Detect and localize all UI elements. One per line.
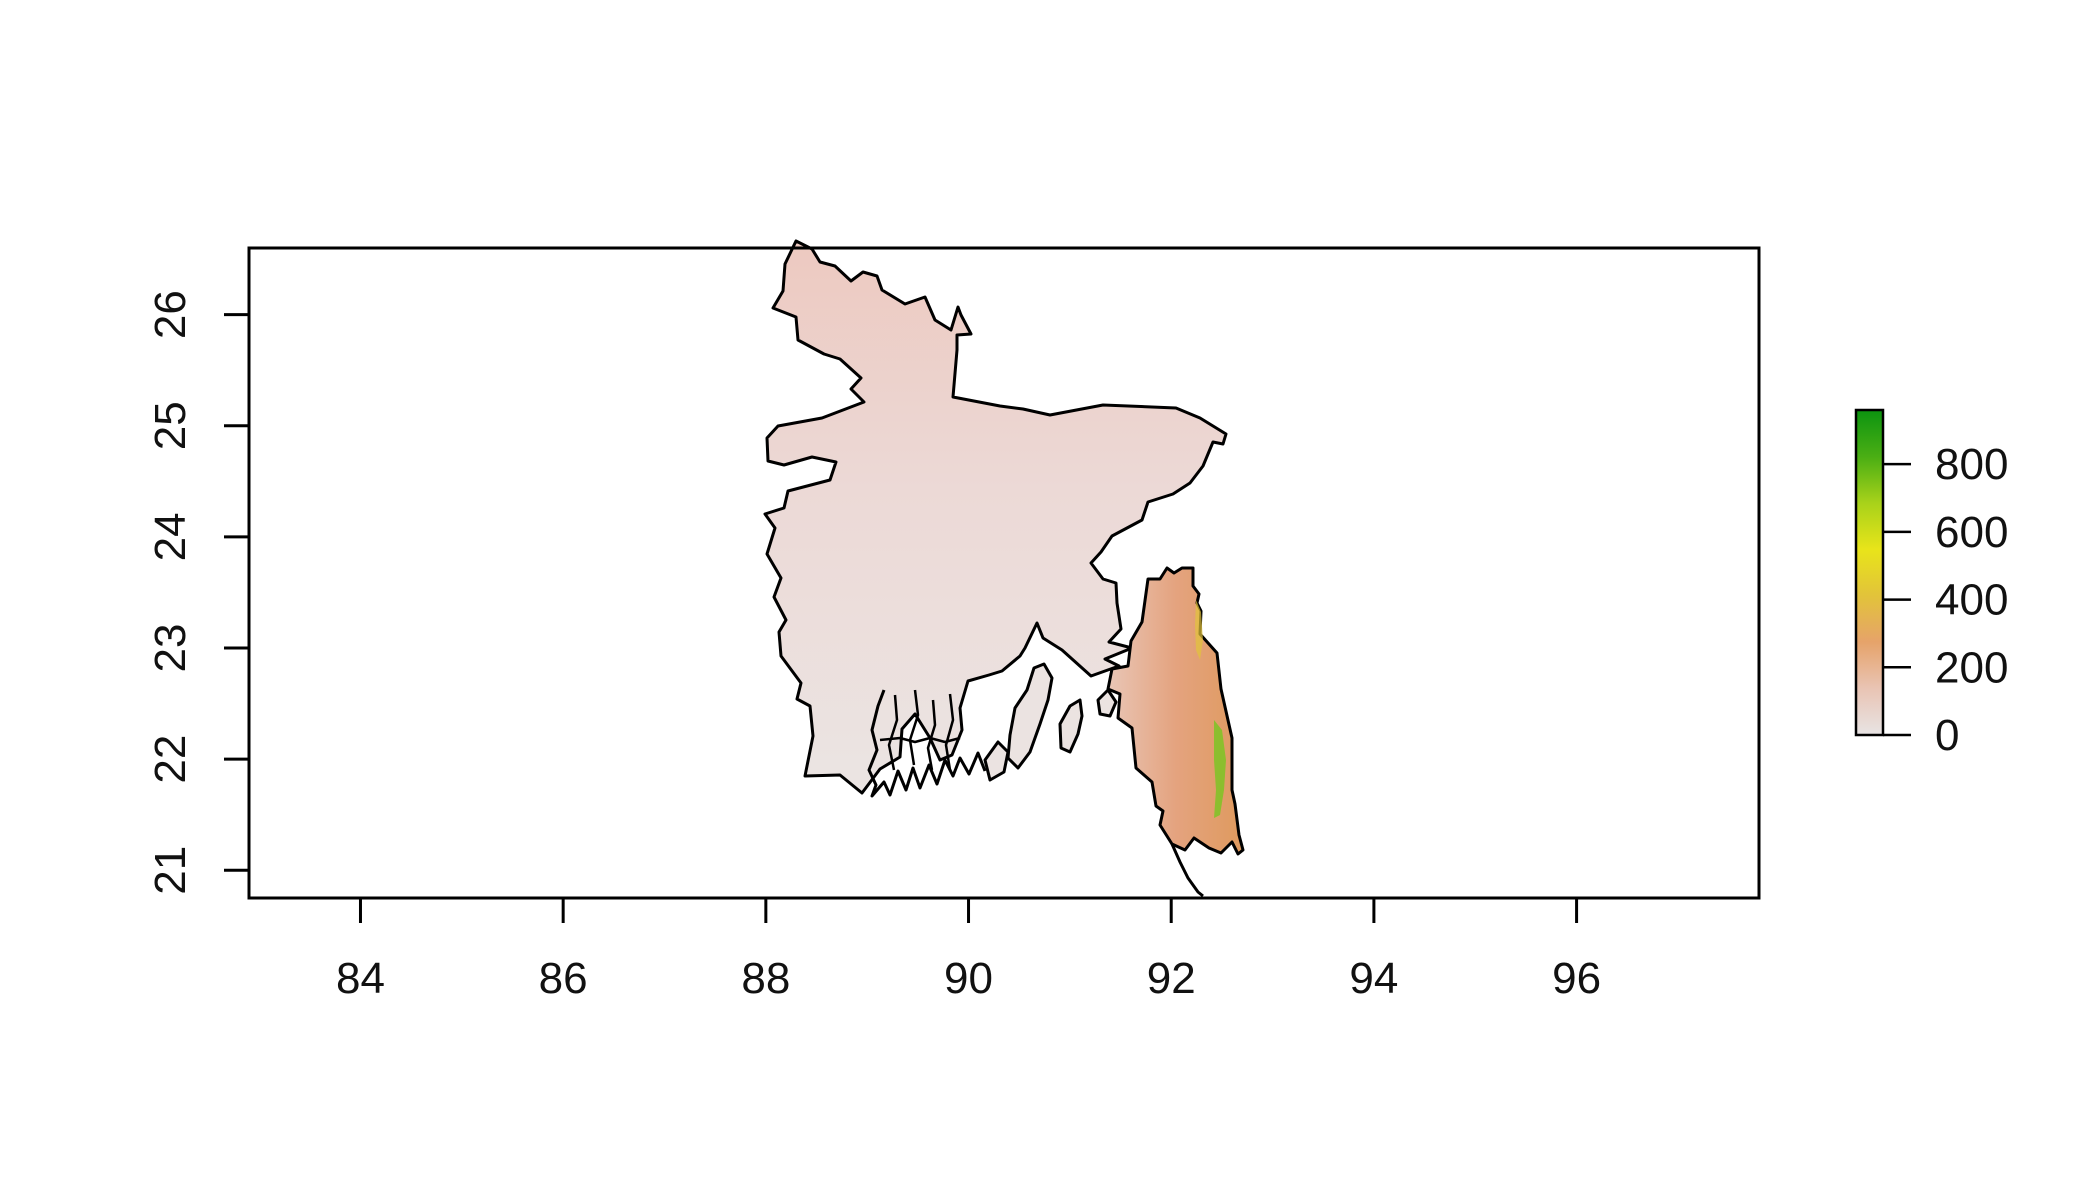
y-tick-label: 24 [146, 512, 195, 561]
legend-tick-label: 400 [1935, 576, 2008, 625]
island-hatiya [1058, 698, 1084, 754]
southern-tail [1170, 843, 1204, 898]
x-tick-label: 84 [336, 954, 385, 1003]
island-sandwip [1096, 688, 1118, 718]
island-chain [983, 740, 1010, 782]
x-tick-label: 96 [1552, 954, 1601, 1003]
bangladesh-mainland [763, 239, 1228, 795]
x-tick-label: 92 [1147, 954, 1196, 1003]
highland-ridge [1214, 720, 1226, 818]
legend-tick-label: 200 [1935, 643, 2008, 692]
legend-ticks: 0 200 400 600 800 [1883, 440, 2008, 760]
x-tick-label: 90 [944, 954, 993, 1003]
x-tick-label: 94 [1349, 954, 1398, 1003]
x-tick-label: 86 [539, 954, 588, 1003]
highland-ridge-2 [1195, 600, 1203, 660]
legend-tick-label: 800 [1935, 440, 2008, 489]
y-tick-label: 21 [146, 846, 195, 895]
x-tick-label: 88 [741, 954, 790, 1003]
y-tick-label: 22 [146, 735, 195, 784]
legend-tick-label: 0 [1935, 711, 1959, 760]
legend-colorbar [1854, 408, 1885, 737]
island-bhola [1006, 662, 1054, 770]
y-tick-label: 23 [146, 624, 195, 673]
elevation-legend: 0 200 400 600 800 [1854, 408, 2008, 760]
y-tick-label: 26 [146, 290, 195, 339]
legend-tick-label: 600 [1935, 508, 2008, 557]
delta-coast [867, 689, 987, 798]
y-axis: 21 22 23 24 25 26 [146, 290, 251, 895]
y-tick-label: 25 [146, 401, 195, 450]
delta-channels [879, 689, 961, 771]
chittagong-hill-region [1106, 566, 1245, 856]
elevation-raster [763, 239, 1245, 898]
x-axis: 84 86 88 90 92 94 96 [336, 896, 1601, 1003]
